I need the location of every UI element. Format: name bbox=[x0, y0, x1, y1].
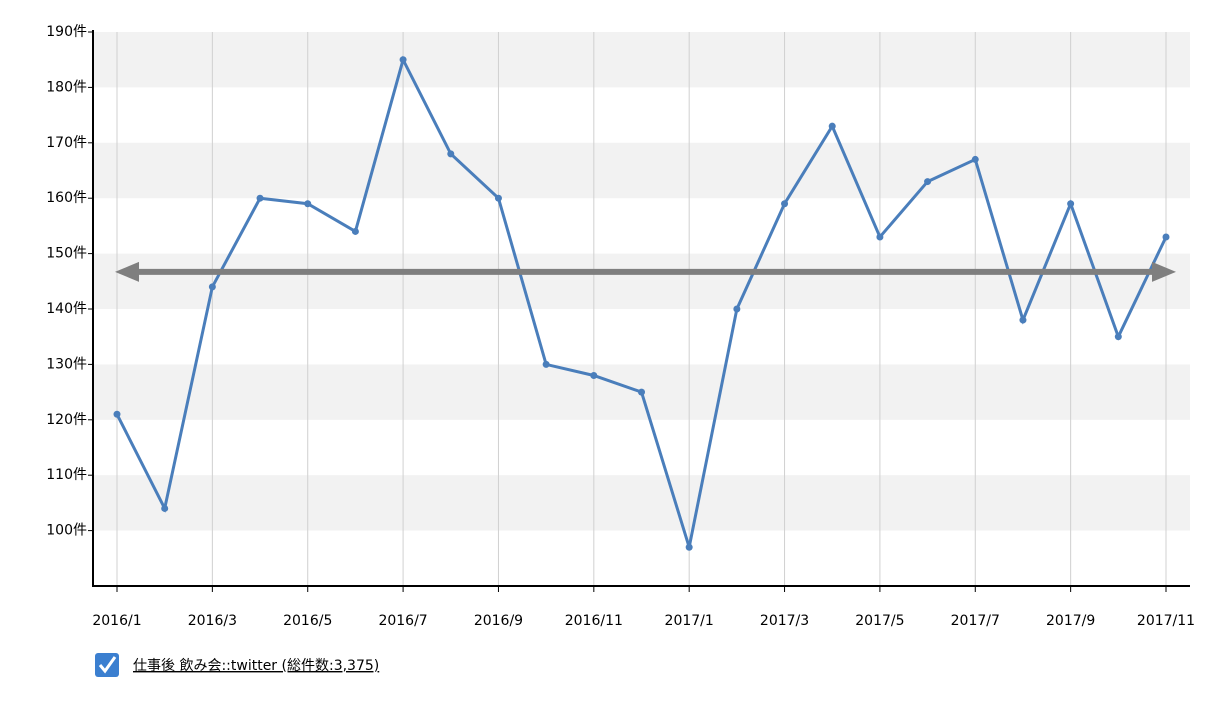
data-point bbox=[208, 283, 216, 291]
grid-band bbox=[93, 253, 1190, 309]
legend-label[interactable]: 仕事後 飲み会::twitter (総件数:3,375) bbox=[133, 658, 379, 674]
y-tick-label: 130件 bbox=[46, 356, 87, 372]
data-point bbox=[781, 200, 789, 208]
x-tick-label: 2017/7 bbox=[951, 613, 1000, 629]
x-tick-label: 2016/11 bbox=[565, 613, 623, 629]
data-point bbox=[1019, 316, 1027, 324]
data-point bbox=[161, 504, 169, 512]
data-point bbox=[685, 543, 693, 551]
check-mark bbox=[98, 656, 117, 674]
y-tick-label: 120件 bbox=[46, 412, 87, 428]
data-point bbox=[924, 178, 932, 186]
data-point bbox=[1162, 233, 1170, 241]
y-tick-label: 100件 bbox=[46, 523, 87, 539]
data-point bbox=[494, 194, 502, 202]
arrow-head bbox=[115, 261, 139, 282]
arrow-head bbox=[1152, 261, 1176, 282]
data-point bbox=[638, 388, 645, 396]
data-point bbox=[733, 305, 741, 313]
marks bbox=[113, 55, 1176, 551]
data-point bbox=[399, 56, 407, 64]
y-tick-label: 160件 bbox=[46, 190, 87, 206]
data-point bbox=[876, 233, 884, 241]
data-point bbox=[542, 360, 550, 368]
legend-checkbox[interactable] bbox=[95, 653, 119, 677]
data-point bbox=[113, 410, 121, 418]
y-tick-label: 140件 bbox=[46, 301, 87, 317]
x-tick-label: 2017/11 bbox=[1137, 613, 1195, 629]
data-point bbox=[828, 122, 836, 130]
x-tick-label: 2016/1 bbox=[92, 613, 141, 629]
x-tick-label: 2016/5 bbox=[283, 613, 332, 629]
grid-band bbox=[93, 142, 1190, 199]
data-point bbox=[1114, 333, 1122, 341]
y-tick-label: 190件 bbox=[46, 24, 87, 40]
x-tick-label: 2017/1 bbox=[665, 613, 714, 629]
data-point bbox=[1067, 200, 1075, 208]
x-tick-label: 2017/5 bbox=[855, 613, 904, 629]
x-tick-label: 2016/3 bbox=[188, 613, 237, 629]
data-point bbox=[971, 155, 979, 163]
data-point bbox=[447, 150, 455, 158]
y-tick-label: 180件 bbox=[46, 79, 87, 95]
bands bbox=[93, 32, 1190, 531]
grid bbox=[88, 31, 1167, 592]
x-tick-label: 2016/7 bbox=[378, 613, 427, 629]
y-tick-label: 170件 bbox=[46, 135, 87, 151]
data-point bbox=[590, 371, 598, 379]
data-point bbox=[304, 200, 312, 208]
x-tick-label: 2017/9 bbox=[1046, 613, 1095, 629]
y-tick-label: 150件 bbox=[46, 246, 87, 262]
legend[interactable]: 仕事後 飲み会::twitter (総件数:3,375) bbox=[95, 653, 379, 677]
average-arrow bbox=[115, 261, 1176, 282]
x-tick-label: 2016/9 bbox=[474, 613, 523, 629]
x-tick-label: 2017/3 bbox=[760, 613, 809, 629]
grid-band bbox=[93, 32, 1190, 88]
data-point bbox=[351, 227, 359, 235]
data-point bbox=[256, 194, 264, 202]
y-tick-label: 110件 bbox=[46, 467, 87, 483]
grid-band bbox=[93, 475, 1190, 531]
